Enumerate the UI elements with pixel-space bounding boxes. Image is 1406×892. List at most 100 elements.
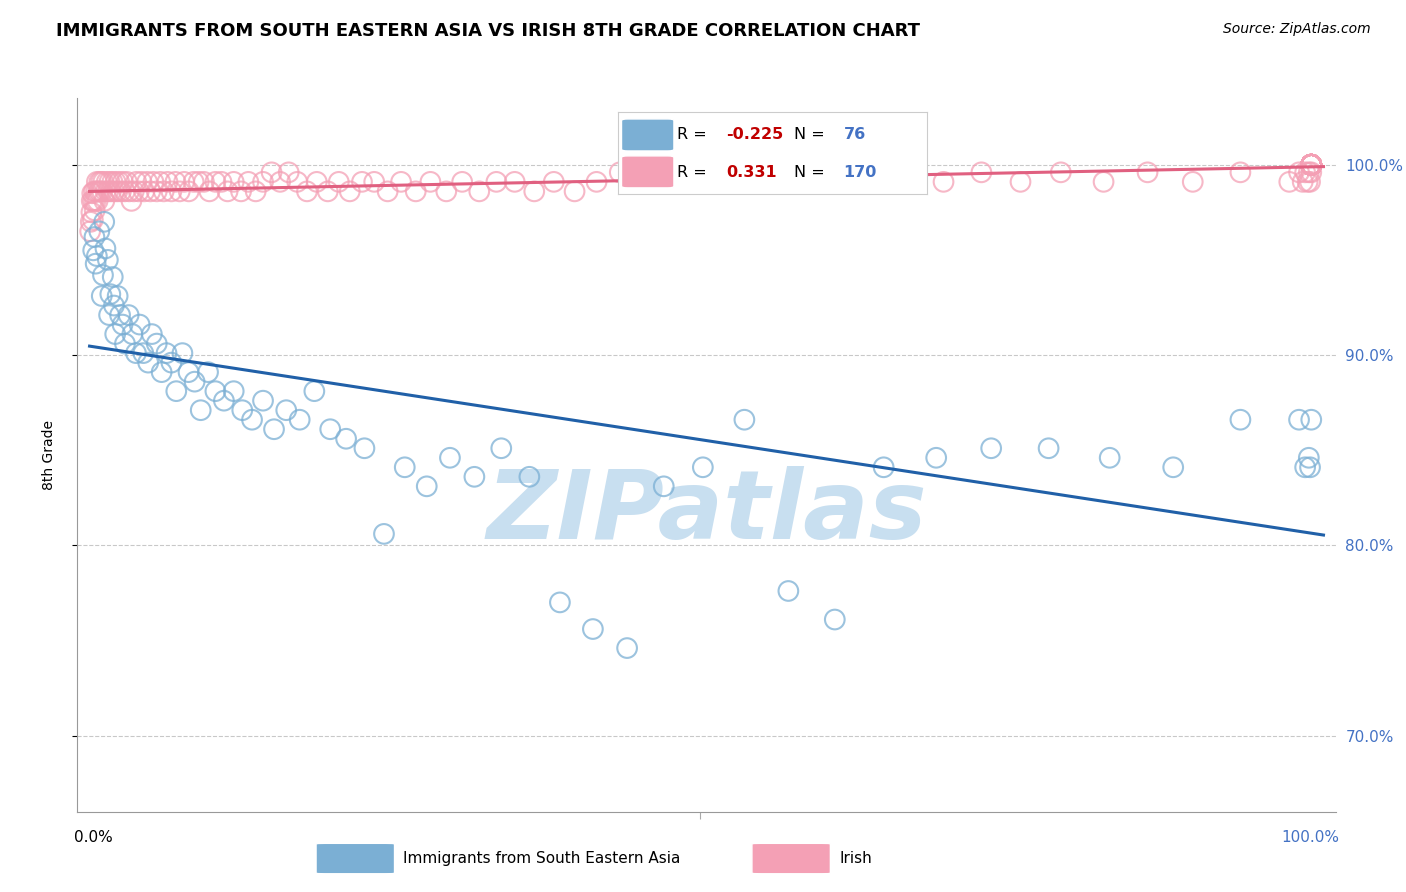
Point: [1301, 158, 1323, 172]
Text: N =: N =: [794, 165, 830, 180]
Point: [1298, 450, 1320, 465]
Point: [468, 185, 491, 199]
Point: [277, 165, 299, 179]
Point: [1301, 158, 1323, 172]
Point: [229, 185, 252, 199]
Point: [872, 460, 894, 475]
Point: [89, 224, 111, 238]
Point: [733, 413, 755, 427]
Point: [183, 375, 205, 389]
Point: [173, 175, 195, 189]
Point: [94, 185, 117, 199]
Point: [1292, 175, 1315, 189]
Text: Immigrants from South Eastern Asia: Immigrants from South Eastern Asia: [404, 851, 681, 866]
Point: [485, 175, 508, 189]
Text: 76: 76: [844, 127, 866, 142]
Point: [120, 194, 142, 208]
Point: [125, 346, 148, 360]
Point: [260, 165, 283, 179]
Point: [86, 194, 108, 208]
Text: R =: R =: [678, 165, 711, 180]
Point: [104, 175, 127, 189]
Point: [97, 252, 120, 267]
Point: [295, 185, 318, 199]
Point: [156, 175, 179, 189]
Point: [86, 175, 108, 189]
Point: [165, 175, 187, 189]
Point: [543, 175, 565, 189]
Point: [616, 641, 638, 656]
Point: [103, 299, 125, 313]
Text: R =: R =: [678, 127, 711, 142]
Point: [131, 175, 153, 189]
Point: [115, 175, 138, 189]
Point: [1301, 158, 1323, 172]
Point: [416, 479, 439, 493]
Point: [1229, 413, 1251, 427]
Point: [193, 175, 215, 189]
Point: [980, 442, 1002, 456]
Point: [1301, 158, 1323, 172]
Point: [240, 413, 263, 427]
Point: [105, 185, 128, 199]
Point: [778, 584, 800, 599]
Point: [350, 175, 373, 189]
Point: [204, 175, 226, 189]
Point: [1301, 158, 1323, 172]
Point: [548, 595, 571, 609]
Point: [1049, 165, 1071, 179]
Point: [98, 175, 121, 189]
Point: [1301, 158, 1323, 172]
Text: N =: N =: [794, 127, 830, 142]
Point: [285, 175, 308, 189]
Point: [1301, 158, 1323, 172]
Point: [1301, 158, 1323, 172]
Point: [217, 185, 239, 199]
Point: [1301, 158, 1323, 172]
Point: [1301, 158, 1323, 172]
Point: [142, 175, 165, 189]
Point: [83, 230, 105, 244]
Point: [1294, 460, 1316, 475]
Point: [658, 165, 681, 179]
Point: [79, 224, 101, 238]
Point: [82, 244, 104, 258]
Point: [252, 393, 274, 408]
Point: [1136, 165, 1159, 179]
Point: [1296, 175, 1319, 189]
Point: [1278, 175, 1301, 189]
Point: [155, 346, 177, 360]
Point: [1301, 158, 1323, 172]
Point: [1098, 450, 1121, 465]
Text: Irish: Irish: [839, 851, 872, 866]
Y-axis label: 8th Grade: 8th Grade: [42, 420, 56, 490]
Point: [90, 289, 112, 303]
Text: IMMIGRANTS FROM SOUTH EASTERN ASIA VS IRISH 8TH GRADE CORRELATION CHART: IMMIGRANTS FROM SOUTH EASTERN ASIA VS IR…: [56, 22, 921, 40]
Point: [128, 185, 150, 199]
FancyBboxPatch shape: [316, 843, 395, 874]
Point: [134, 185, 156, 199]
Point: [222, 384, 245, 399]
Point: [1301, 158, 1323, 172]
Point: [82, 186, 104, 201]
Point: [96, 175, 118, 189]
Point: [491, 442, 513, 456]
Point: [1301, 158, 1323, 172]
Point: [222, 175, 245, 189]
Point: [212, 393, 235, 408]
FancyBboxPatch shape: [752, 843, 831, 874]
Point: [177, 365, 200, 379]
Point: [190, 403, 212, 417]
Point: [91, 175, 114, 189]
Point: [114, 336, 136, 351]
Point: [82, 213, 104, 227]
Text: 100.0%: 100.0%: [1281, 830, 1340, 845]
Point: [1301, 158, 1323, 172]
Point: [139, 185, 162, 199]
Point: [897, 165, 920, 179]
Point: [1301, 158, 1323, 172]
Point: [1301, 158, 1323, 172]
Point: [564, 185, 586, 199]
Point: [339, 185, 361, 199]
Point: [111, 175, 134, 189]
